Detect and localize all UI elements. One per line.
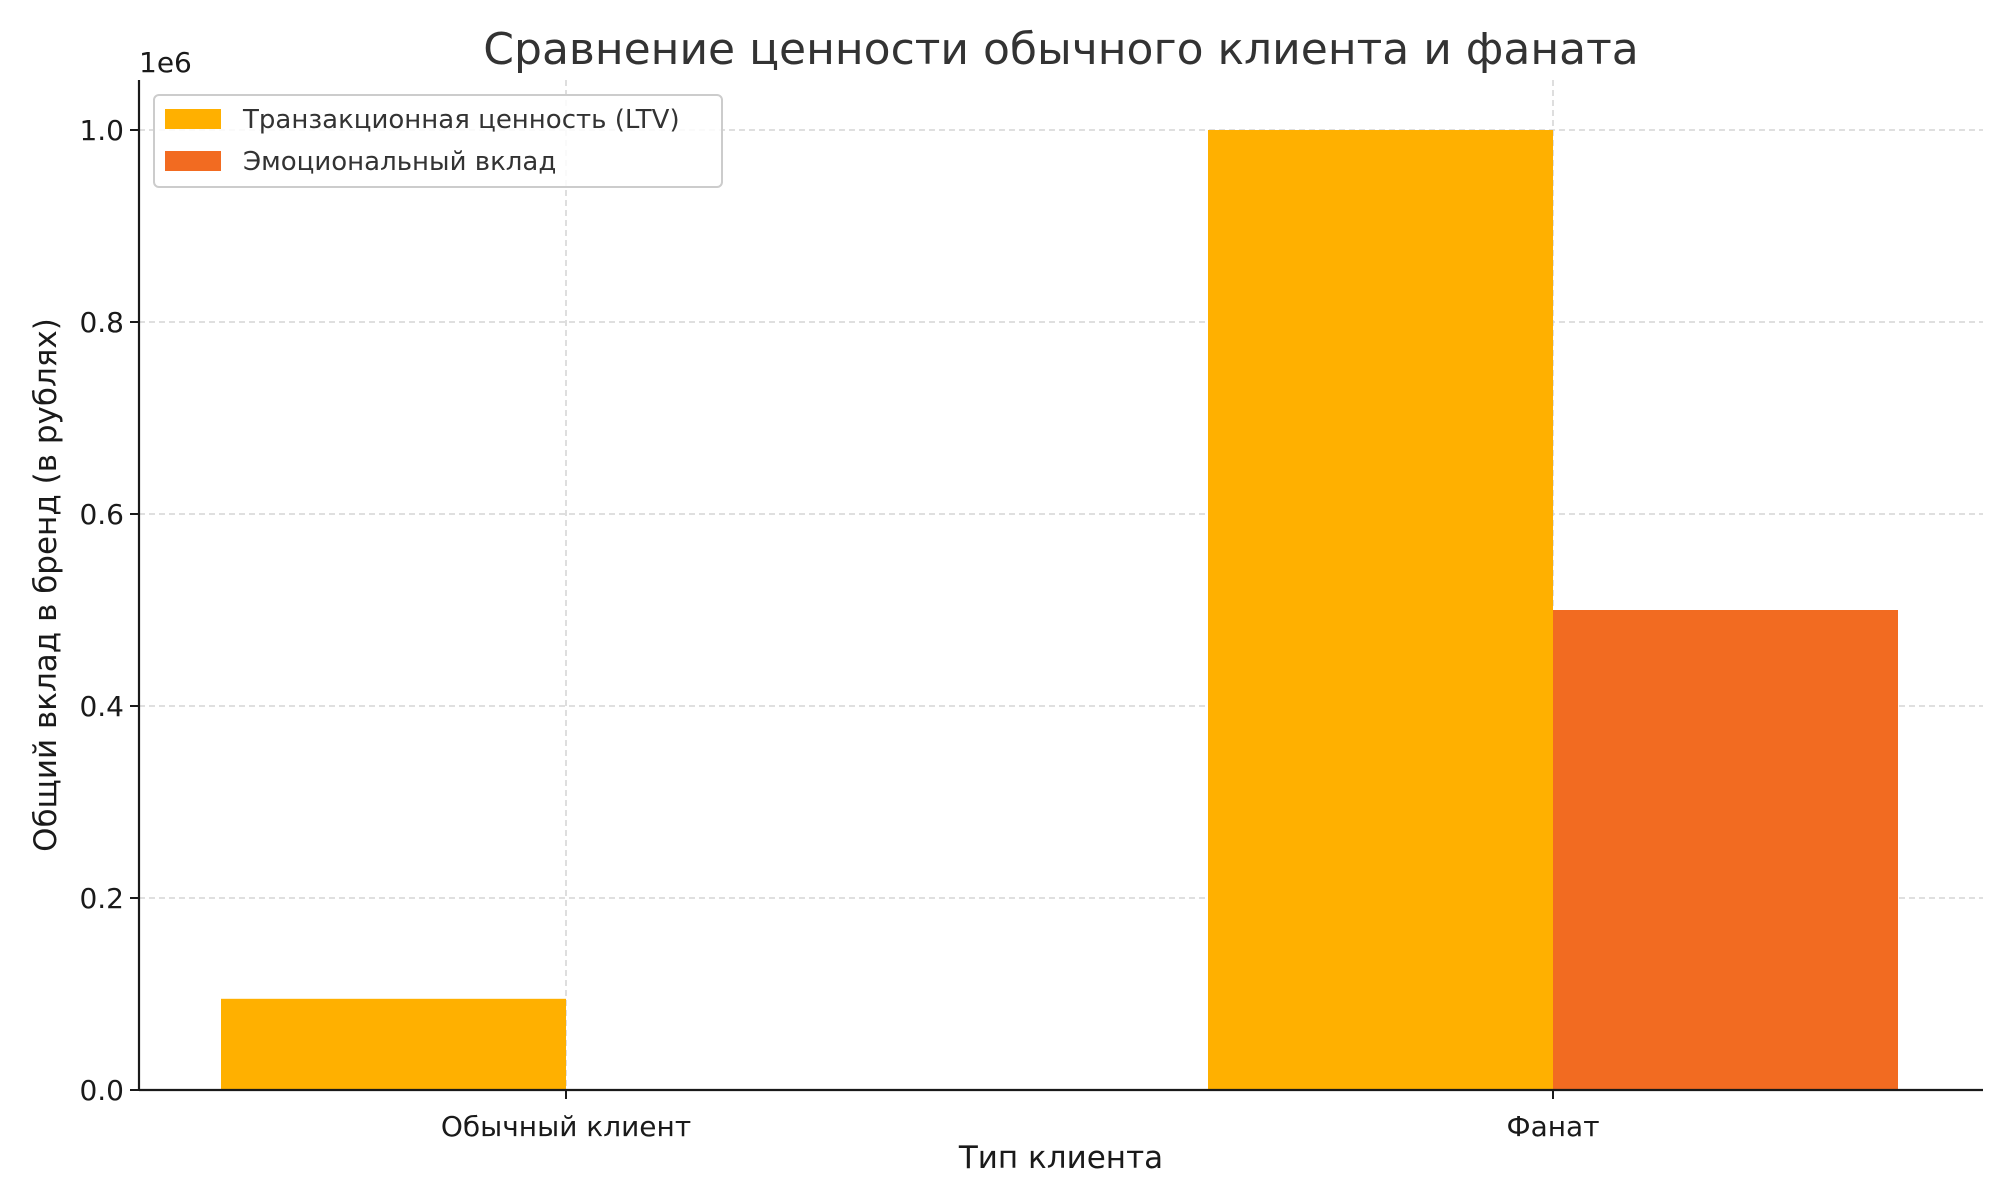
bar-ltv-1 xyxy=(1208,130,1553,1090)
x-tick-label: Обычный клиент xyxy=(441,1110,691,1143)
legend-frame xyxy=(153,94,723,188)
legend-label-emotional: Эмоциональный вклад xyxy=(243,147,556,177)
chart-title: Сравнение ценности обычного клиента и фа… xyxy=(483,24,1638,75)
y-tick-label: 0.4 xyxy=(79,690,124,723)
y-tick-label: 0.6 xyxy=(79,498,124,531)
y-tick-label: 0.2 xyxy=(79,882,124,915)
legend-swatch-emotional xyxy=(165,151,221,171)
axes-layer xyxy=(137,80,1983,1092)
y-tick-label: 0.0 xyxy=(79,1074,124,1107)
bar-emotional-1 xyxy=(1553,610,1898,1090)
legend: Транзакционная ценность (LTV) Эмоциональ… xyxy=(153,94,723,188)
y-axis-label: Общий вклад в бренд (в рублях) xyxy=(28,318,64,852)
x-tick-label: Фанат xyxy=(1506,1110,1599,1143)
legend-label-ltv: Транзакционная ценность (LTV) xyxy=(242,105,680,135)
y-offset-text: 1e6 xyxy=(139,46,192,79)
bar-ltv-0 xyxy=(221,998,566,1090)
y-tick-label: 0.8 xyxy=(79,306,124,339)
bars-layer xyxy=(221,130,1898,1090)
y-ticks: 0.0 0.2 0.4 0.6 0.8 1.0 xyxy=(79,114,139,1107)
x-axis-label: Тип клиента xyxy=(958,1140,1163,1176)
legend-swatch-ltv xyxy=(165,109,221,129)
y-tick-label: 1.0 xyxy=(79,114,124,147)
x-ticks: Обычный клиент Фанат xyxy=(441,1090,1600,1143)
